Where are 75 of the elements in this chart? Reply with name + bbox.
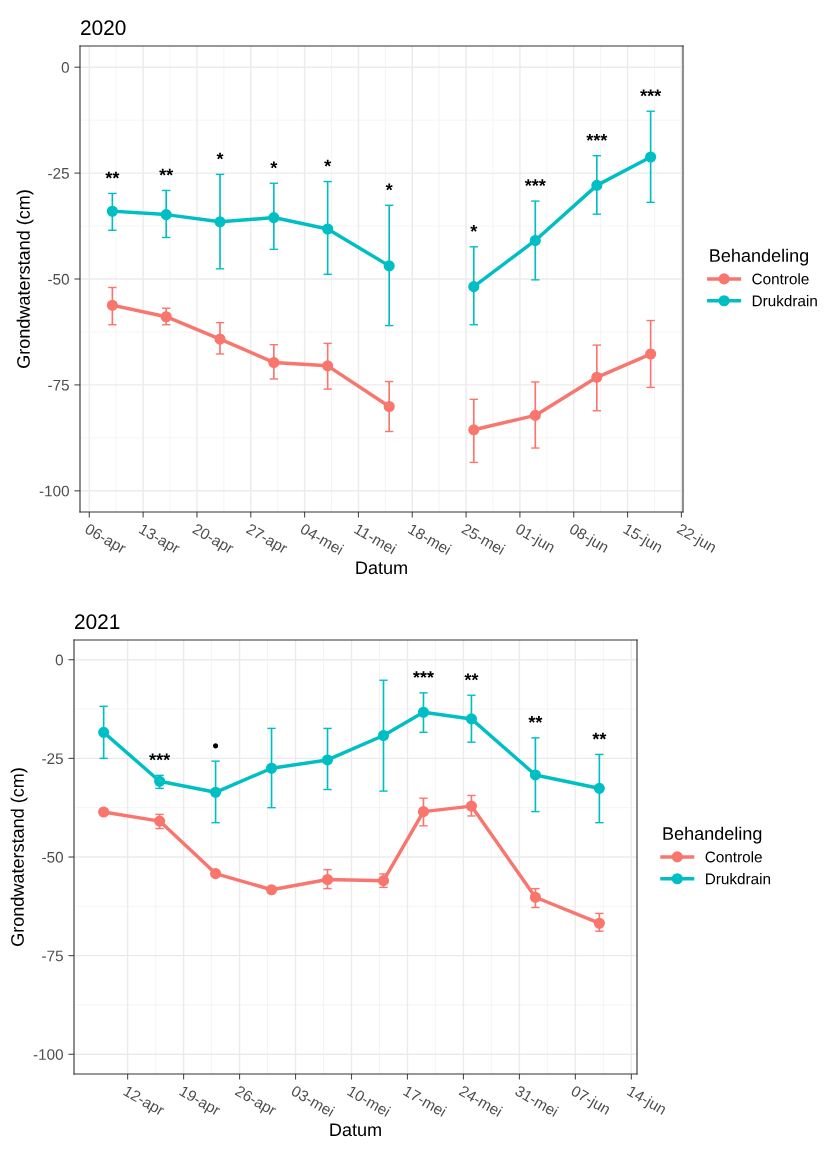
- y-tick-label: -50: [42, 851, 63, 863]
- annotation: *: [216, 152, 224, 160]
- y-tick-label: -75: [48, 379, 69, 391]
- point: [465, 713, 477, 725]
- point: [529, 769, 541, 781]
- annotation: **: [105, 171, 120, 179]
- point: [645, 348, 657, 360]
- point: [321, 873, 334, 886]
- annotation: ***: [149, 753, 171, 761]
- point: [383, 400, 395, 413]
- point: [321, 754, 334, 766]
- annotation: *: [470, 225, 478, 232]
- y-tick-label: 0: [55, 654, 63, 666]
- y-tick-label: -25: [42, 753, 63, 765]
- point: [377, 729, 390, 742]
- annotation: **: [528, 716, 543, 723]
- point: [214, 333, 226, 345]
- y-axis-title: Grondwaterstand (cm): [16, 190, 34, 368]
- legend-title: Behandeling: [663, 826, 762, 844]
- point: [322, 223, 334, 235]
- y-tick-label: -25: [48, 167, 69, 179]
- point: [529, 409, 541, 421]
- point: [417, 706, 430, 718]
- annotation: **: [592, 732, 607, 740]
- x-axis-title: Datum: [330, 1123, 381, 1137]
- legend-title: Behandeling: [710, 248, 809, 266]
- point: [645, 151, 657, 163]
- point: [591, 371, 603, 383]
- point: [214, 216, 226, 228]
- chart-title: 2021: [75, 614, 120, 630]
- point: [591, 179, 603, 191]
- annotation: ***: [524, 179, 546, 187]
- annotation: *: [324, 159, 332, 167]
- y-tick-label: -50: [48, 273, 69, 285]
- y-axis-title: Grondwaterstand (cm): [10, 768, 28, 946]
- annotation: ***: [412, 671, 434, 678]
- point: [593, 782, 605, 794]
- point: [98, 806, 110, 818]
- point: [417, 806, 430, 818]
- annotation: **: [159, 168, 174, 176]
- point: [265, 884, 278, 896]
- point: [210, 868, 222, 880]
- point: [529, 891, 541, 903]
- y-tick-label: -100: [39, 485, 69, 497]
- point: [468, 281, 480, 293]
- legend-label: Controle: [705, 851, 762, 863]
- point: [160, 311, 172, 323]
- point: [210, 786, 222, 798]
- legend-label: Drukdrain: [752, 295, 817, 307]
- y-tick-label: 0: [61, 62, 69, 73]
- point: [106, 205, 118, 217]
- point: [322, 360, 334, 372]
- point: [529, 234, 541, 247]
- point: [383, 260, 395, 272]
- point: [468, 424, 480, 436]
- point: [265, 762, 278, 774]
- annotation: *: [385, 183, 393, 191]
- point: [106, 299, 118, 311]
- legend-label: Controle: [752, 273, 809, 285]
- chart-title: 2020: [81, 20, 126, 36]
- point: [160, 209, 172, 221]
- point: [268, 356, 280, 369]
- point: [593, 917, 605, 929]
- x-axis-title: Datum: [356, 561, 407, 575]
- annotation: ***: [640, 89, 662, 97]
- annotation: ***: [586, 134, 608, 141]
- annotation: *: [270, 161, 278, 169]
- annotation: **: [464, 673, 479, 681]
- y-tick-label: -75: [42, 950, 63, 962]
- point: [268, 212, 280, 224]
- point: [465, 800, 477, 812]
- point: [98, 726, 110, 738]
- y-tick-label: -100: [33, 1049, 63, 1060]
- annotation: •: [212, 743, 219, 749]
- legend-label: Drukdrain: [706, 873, 771, 885]
